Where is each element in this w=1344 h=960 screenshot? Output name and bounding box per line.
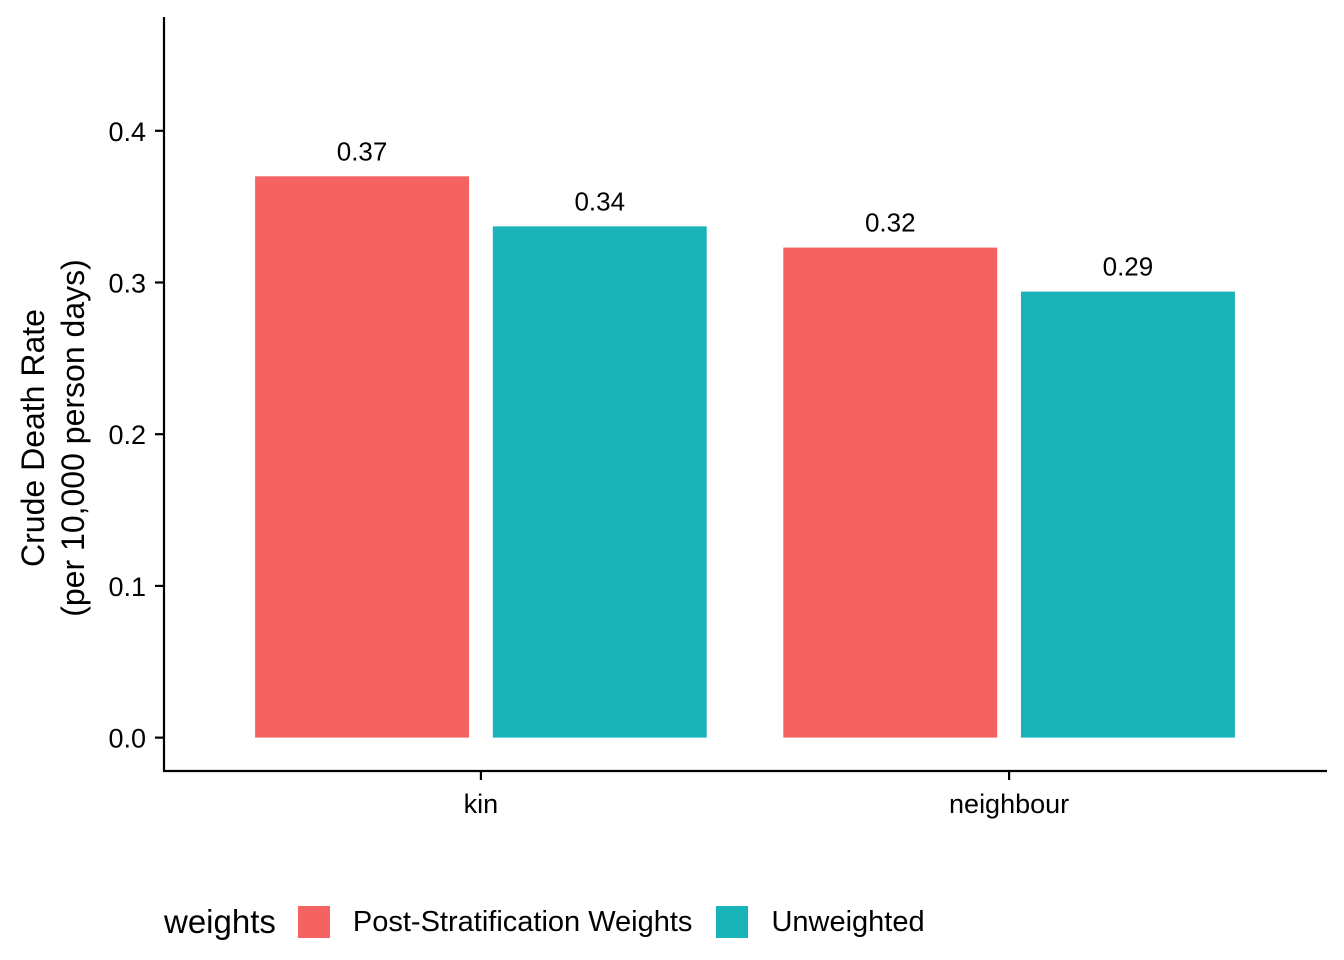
legend-label-unweighted: Unweighted [771,905,925,938]
y-tick-label: 0.4 [108,117,146,147]
bar-neighbour-unweighted [1020,291,1235,738]
data-label-kin-0: 0.37 [337,136,388,166]
y-axis-title: Crude Death Rate (per 10,000 person days… [15,259,91,617]
x-tick-label-kin: kin [464,789,499,819]
y-tick-label: 0.1 [108,572,146,602]
bar-neighbour-post-stratification-weights [783,247,998,738]
y-tick-label: 0.2 [108,420,146,450]
bar-kin-post-stratification-weights [255,176,470,738]
legend: weights Post-Stratification Weights Unwe… [164,900,949,944]
y-tick-label: 0.3 [108,268,146,298]
data-label-neighbour-1: 0.29 [1103,252,1154,282]
legend-label-post-stratification: Post-Stratification Weights [352,905,693,938]
y-axis-title-line-1: Crude Death Rate [15,309,51,567]
x-ticks: kin neighbour [464,771,1069,819]
legend-item-unweighted: Unweighted [716,905,925,939]
data-label-kin-1: 0.34 [574,186,625,216]
bar-labels: 0.37 0.34 0.32 0.29 [337,136,1153,281]
legend-swatch-post-stratification [297,906,330,938]
y-ticks: 0.0 0.1 0.2 0.3 0.4 [108,117,164,754]
bar-kin-unweighted [492,226,707,738]
y-axis-title-line-2: (per 10,000 person days) [55,259,91,617]
legend-swatch-unweighted [716,906,749,938]
bar-chart: 0.37 0.34 0.32 0.29 0.0 0.1 0.2 0.3 0.4 kin neig… [15,17,1327,819]
data-label-neighbour-0: 0.32 [865,208,916,238]
bars [255,176,1235,738]
x-tick-label-neighbour: neighbour [949,789,1069,819]
legend-title: weights [164,903,276,940]
legend-item-post-stratification: Post-Stratification Weights [297,905,693,939]
y-tick-label: 0.0 [108,724,146,754]
